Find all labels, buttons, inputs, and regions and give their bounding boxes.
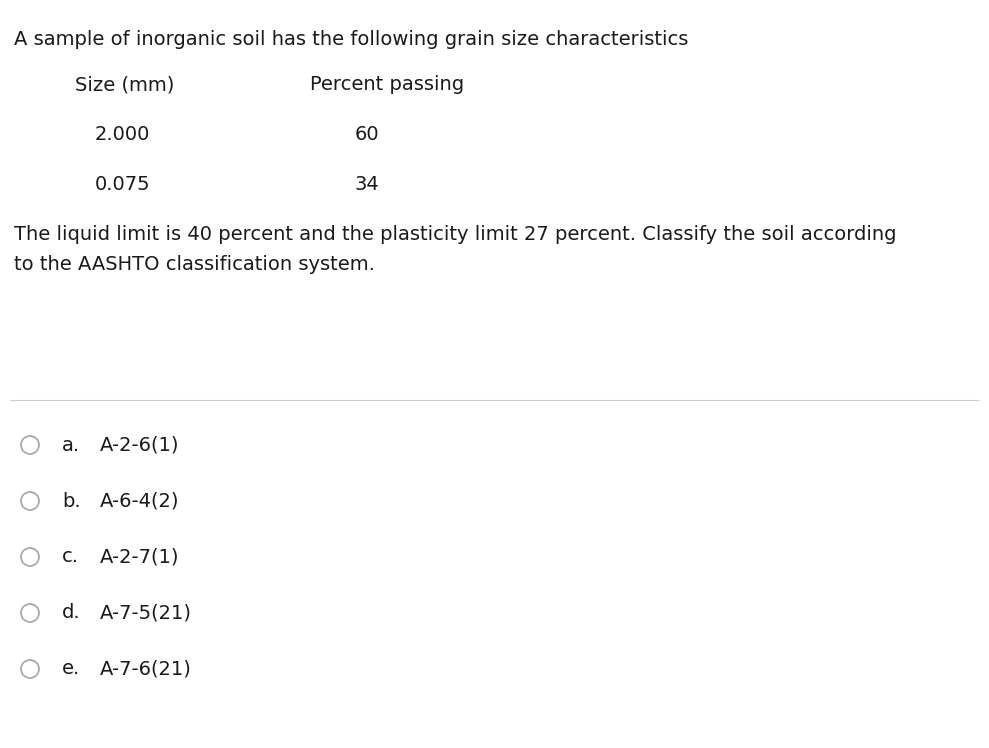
Text: A sample of inorganic soil has the following grain size characteristics: A sample of inorganic soil has the follo… [14, 30, 688, 49]
Text: The liquid limit is 40 percent and the plasticity limit 27 percent. Classify the: The liquid limit is 40 percent and the p… [14, 225, 896, 244]
Text: 2.000: 2.000 [95, 125, 150, 144]
Text: A-2-7(1): A-2-7(1) [100, 548, 179, 566]
Text: Percent passing: Percent passing [310, 75, 464, 94]
Text: a.: a. [62, 435, 80, 455]
Text: b.: b. [62, 491, 81, 510]
Text: 60: 60 [355, 125, 380, 144]
Text: A-2-6(1): A-2-6(1) [100, 435, 179, 455]
Text: Size (mm): Size (mm) [75, 75, 174, 94]
Text: c.: c. [62, 548, 79, 566]
Text: A-7-5(21): A-7-5(21) [100, 604, 192, 622]
Text: e.: e. [62, 660, 80, 678]
Text: 0.075: 0.075 [95, 175, 150, 194]
Text: to the AASHTO classification system.: to the AASHTO classification system. [14, 255, 375, 274]
Text: d.: d. [62, 604, 81, 622]
Text: A-7-6(21): A-7-6(21) [100, 660, 192, 678]
Text: A-6-4(2): A-6-4(2) [100, 491, 179, 510]
Text: 34: 34 [355, 175, 380, 194]
